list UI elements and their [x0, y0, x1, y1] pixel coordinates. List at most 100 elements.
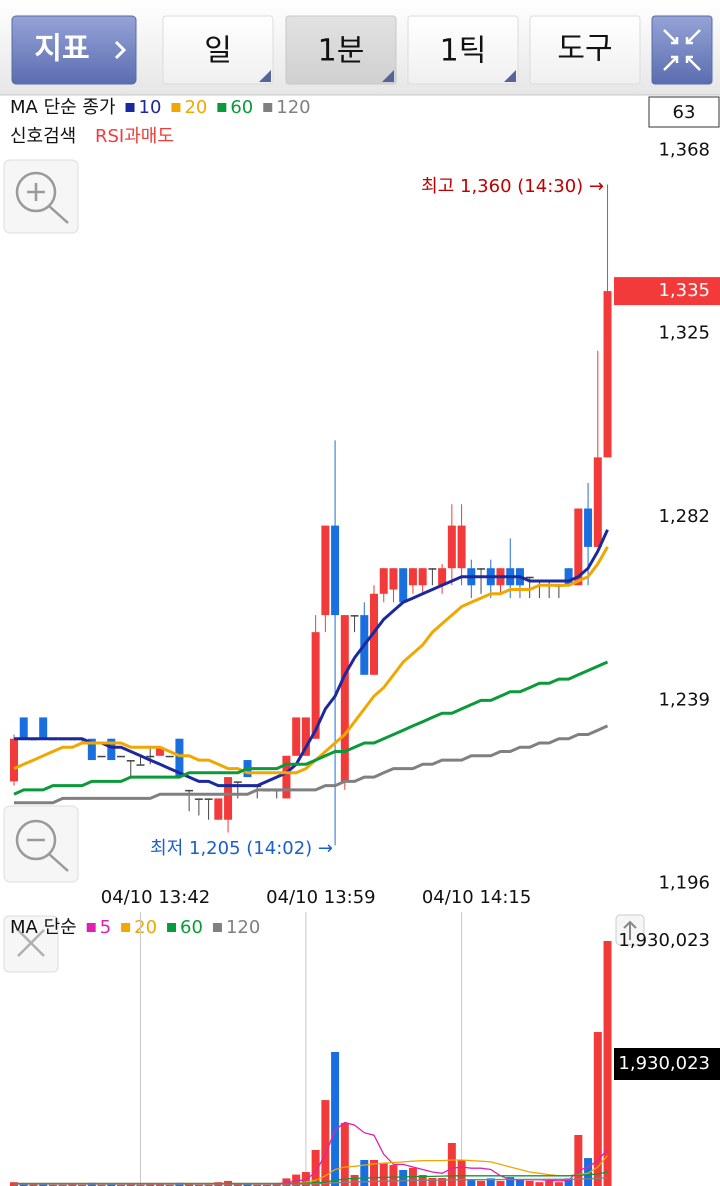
candle-body [39, 717, 48, 739]
candle-body [292, 717, 301, 756]
ma-line [14, 529, 609, 788]
button-label[interactable]: 일 [204, 34, 232, 69]
legend-swatch [121, 923, 131, 932]
candle-body [408, 568, 417, 586]
close-volume-button[interactable] [3, 915, 59, 973]
candle-body [389, 568, 398, 590]
legend-title: MA 단순 [10, 917, 77, 938]
volume-bar [467, 1180, 476, 1186]
candle-body [301, 717, 310, 756]
volume-bar [78, 1184, 87, 1186]
candle-body [593, 457, 602, 547]
volume-bar [370, 1159, 379, 1186]
chevron-icon [114, 40, 127, 60]
volume-bar [233, 1184, 242, 1186]
legend-swatch [171, 103, 181, 112]
plus-icon [27, 183, 69, 224]
volume-bar [515, 1179, 524, 1186]
candle-body [175, 738, 184, 778]
minus-icon [27, 838, 69, 872]
button-label[interactable]: 1틱 [440, 34, 487, 69]
legend-swatch [167, 923, 177, 932]
candle-body [321, 525, 330, 616]
button-bg[interactable] [651, 15, 713, 85]
candle-body [204, 798, 213, 800]
legend-swatch [212, 923, 222, 932]
y-tick-label: 1,282 [658, 506, 710, 527]
ma-line [14, 724, 609, 805]
volume-bar [136, 1184, 145, 1186]
candle-body [214, 798, 223, 820]
volume-bar [58, 1184, 67, 1186]
x-tick-label: 04/10 13:42 [101, 887, 210, 908]
candle-body [379, 568, 388, 594]
candle-body [331, 525, 340, 616]
legend-label: 120 [226, 917, 260, 938]
volume-bar [457, 1159, 466, 1186]
button-bg[interactable] [529, 15, 641, 85]
tools-button[interactable]: 도구 [529, 15, 641, 85]
y-tick-label: 1,239 [658, 689, 710, 710]
volume-bar [603, 941, 612, 1186]
volume-bar [262, 1184, 271, 1186]
zoom-out-button[interactable] [3, 805, 79, 883]
volume-bar [535, 1182, 544, 1186]
candle-body [311, 632, 320, 739]
minute-button[interactable]: 1분 [285, 15, 397, 85]
volume-bar [506, 1177, 515, 1186]
signal-value: RSI과매도 [95, 126, 174, 147]
day-button[interactable]: 일 [162, 15, 274, 85]
candle-body [10, 738, 18, 782]
y-tick-label: 1,368 [658, 139, 710, 160]
volume-bar [48, 1184, 57, 1186]
volume-bar [126, 1184, 135, 1186]
volume-bar [399, 1170, 408, 1186]
candle-body [224, 777, 233, 820]
button-bg[interactable] [162, 15, 274, 85]
button-label[interactable]: 지표 [34, 32, 89, 67]
candle-body [428, 568, 437, 570]
button-label[interactable]: 1분 [318, 34, 365, 69]
candle-body [87, 738, 96, 761]
zoom-in-button[interactable] [3, 159, 79, 234]
candle-body [136, 764, 145, 766]
ma-line [14, 1177, 608, 1185]
candle-body [97, 755, 106, 758]
candle-body [399, 568, 408, 603]
volume-bar [185, 1184, 194, 1186]
indicator-button[interactable]: 지표 [11, 15, 137, 85]
legend-label: 20 [184, 97, 207, 118]
scroll-up-button[interactable] [615, 914, 645, 946]
candle-body [584, 508, 593, 547]
tick-button[interactable]: 1틱 [407, 15, 519, 85]
volume-bar [477, 1180, 486, 1186]
volume-bar [253, 1184, 262, 1186]
legend-swatch [125, 103, 135, 112]
candle-body [282, 755, 291, 799]
candle-body [19, 717, 28, 739]
candle-body [477, 568, 486, 570]
corner-marker [382, 70, 394, 82]
signal-label: 신호검색 [10, 126, 76, 147]
legend-swatch [263, 103, 273, 112]
y-tick-label: 1,930,023 [618, 930, 710, 951]
candle-body [457, 525, 466, 569]
button-bg[interactable] [407, 15, 519, 85]
current-volume-box [614, 1048, 720, 1080]
button-label[interactable]: 도구 [557, 32, 612, 67]
magnifier [15, 171, 57, 213]
volume-bar [525, 1180, 534, 1186]
y-tick-label: 1,196 [658, 873, 710, 894]
collapse-button[interactable] [651, 15, 713, 85]
volume-bar [97, 1184, 106, 1186]
button-bg[interactable] [11, 15, 137, 85]
volume-bar [584, 1158, 593, 1186]
volume-bar [564, 1178, 573, 1186]
current-price-box [614, 277, 720, 306]
legend-swatch [86, 923, 96, 932]
volume-bar [428, 1178, 437, 1186]
x-tick-label: 04/10 14:15 [422, 887, 531, 908]
button-bg[interactable] [285, 15, 397, 85]
corner-marker [259, 70, 271, 82]
volume-bar [117, 1184, 126, 1186]
